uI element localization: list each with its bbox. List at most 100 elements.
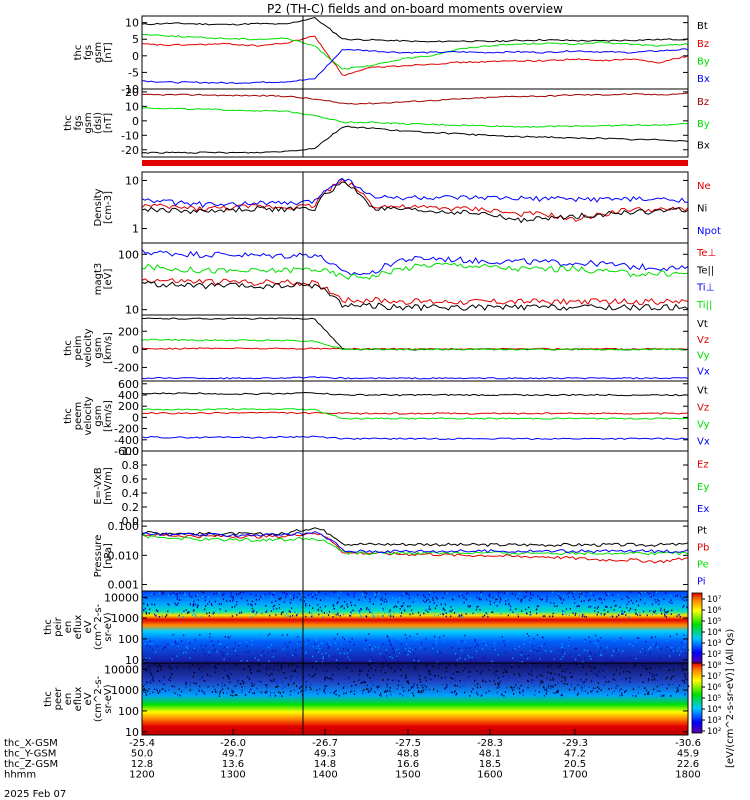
spectrogram-speck <box>545 688 548 691</box>
spectrogram-speck <box>593 632 595 635</box>
spectrogram-speck <box>207 685 209 688</box>
x-row-value: 12.8 <box>131 759 153 770</box>
spectrogram-speck <box>493 642 496 645</box>
spectrogram-speck <box>641 664 643 667</box>
spectrogram-speck <box>397 670 399 673</box>
spectrogram-speck <box>377 615 379 617</box>
spectrogram-speck <box>493 601 496 604</box>
spectrogram-speck <box>162 647 164 650</box>
spectrogram-speck <box>304 689 306 692</box>
spectrogram-speck <box>676 691 678 693</box>
spectrogram-speck <box>412 692 414 695</box>
spectrogram-speck <box>189 603 192 605</box>
spectrogram-speck <box>632 688 634 690</box>
spectrogram-speck <box>205 657 207 659</box>
spectrogram-speck <box>188 592 190 595</box>
spectrogram-speck <box>351 670 353 672</box>
spectrogram-speck <box>564 670 566 673</box>
spectrogram-speck <box>424 648 426 650</box>
spectrogram-speck <box>536 650 538 652</box>
spectrogram-speck <box>395 669 397 672</box>
spectrogram-speck <box>281 695 283 697</box>
spectrogram-speck <box>209 636 211 638</box>
spectrogram-speck <box>651 673 653 675</box>
spectrogram-speck <box>531 660 533 662</box>
spectrogram-speck <box>146 681 148 683</box>
spectrogram-speck <box>573 689 576 691</box>
spectrogram-speck <box>449 610 451 612</box>
spectrogram-speck <box>377 593 379 595</box>
spectrogram-speck <box>577 605 579 607</box>
spectrogram-speck <box>365 600 367 603</box>
spectrogram-speck <box>517 680 519 683</box>
spectrogram-speck <box>633 601 635 603</box>
spectrogram-speck <box>439 600 441 603</box>
spectrogram-speck <box>654 598 656 601</box>
spectrogram-speck <box>539 674 541 676</box>
y-axis-label-line: thc <box>43 691 54 707</box>
legend-Ey: Ey <box>697 482 709 493</box>
spectrogram-speck <box>613 600 615 602</box>
spectrogram-speck <box>281 637 284 639</box>
spectrogram-speck <box>546 600 548 603</box>
spectrogram-speck <box>396 656 398 659</box>
spectrogram-speck <box>685 652 687 655</box>
spectrogram-speck <box>245 651 247 653</box>
spectrogram-speck <box>576 669 578 672</box>
spectrogram-speck <box>428 667 431 670</box>
spectrogram-speck <box>172 637 174 640</box>
spectrogram-speck <box>220 643 222 645</box>
spectrogram-speck <box>332 608 334 610</box>
spectrogram-speck <box>415 598 417 600</box>
legend-Vx: Vx <box>697 436 710 447</box>
spectrogram-speck <box>223 658 225 661</box>
spectrogram-speck <box>503 604 505 606</box>
spectrogram-speck <box>325 652 327 654</box>
spectrogram-speck <box>456 692 458 695</box>
spectrogram-speck <box>221 635 223 637</box>
spectrogram-speck <box>549 639 551 641</box>
spectrogram-speck <box>540 599 542 601</box>
y-axis-label-line: [mV/m] <box>103 467 114 505</box>
spectrogram-speck <box>533 680 535 682</box>
spectrogram-speck <box>337 614 339 616</box>
date-label: 2025 Feb 07 <box>4 789 66 800</box>
spectrogram-speck <box>359 610 361 612</box>
spectrogram-speck <box>212 613 214 615</box>
spectrogram-speck <box>440 613 442 615</box>
spectrogram-speck <box>488 594 490 596</box>
spectrogram-speck <box>569 591 571 594</box>
spectrogram-speck <box>367 604 369 606</box>
series-line-Pb <box>141 532 689 564</box>
spectrogram-speck <box>257 659 260 661</box>
spectrogram-speck <box>143 609 145 612</box>
spectrogram-speck <box>598 598 600 600</box>
spectrogram-speck <box>660 648 662 650</box>
spectrogram-speck <box>360 670 362 673</box>
spectrogram-speck <box>216 592 218 595</box>
spectrogram-speck <box>618 689 621 692</box>
spectrogram-speck <box>370 611 372 613</box>
spectrogram-speck <box>597 606 599 608</box>
spectrogram-speck <box>598 665 600 667</box>
spectrogram-speck <box>156 645 158 648</box>
spectrogram-speck <box>442 597 444 599</box>
spectrogram-speck <box>396 655 398 657</box>
spectrogram-speck <box>421 642 423 644</box>
spectrogram-speck <box>167 643 169 645</box>
y-axis-label: thcpeirenefluxeV(cm^2-s-sr-eV) <box>43 603 114 650</box>
spectrogram-speck <box>186 646 188 648</box>
spectrogram-speck <box>461 614 463 616</box>
spectrogram-speck <box>432 644 435 646</box>
spectrogram-speck <box>575 658 577 661</box>
spectrogram-speck <box>195 594 197 597</box>
spectrogram-speck <box>546 598 548 601</box>
spectrogram-speck <box>221 634 223 636</box>
spectrogram-speck <box>201 677 203 679</box>
x-row-value: -28.3 <box>477 738 503 749</box>
spectrogram-speck <box>669 655 671 657</box>
spectrogram-speck <box>273 679 275 681</box>
spectrogram-speck <box>666 687 668 690</box>
spectrogram-speck <box>219 670 221 673</box>
spectrogram-speck <box>539 658 541 660</box>
